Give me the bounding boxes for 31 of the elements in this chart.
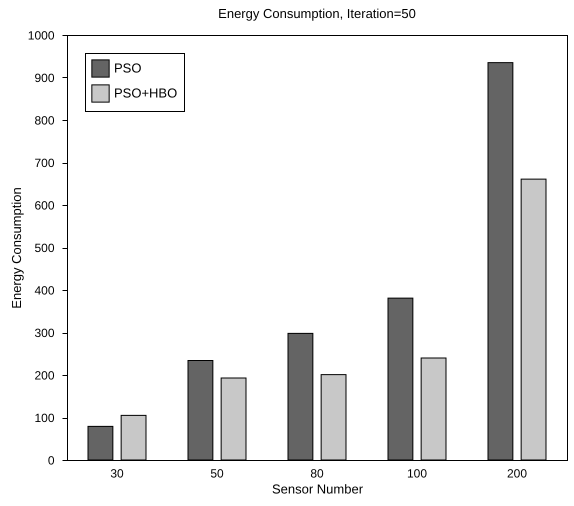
bar	[220, 377, 246, 460]
bar	[420, 358, 446, 460]
x-tick-label: 80	[310, 466, 324, 480]
y-tick-label: 500	[34, 241, 55, 255]
y-tick-label: 600	[34, 198, 55, 212]
bar	[88, 426, 114, 460]
y-tick-label: 700	[34, 156, 55, 170]
bar	[388, 298, 414, 460]
bar	[488, 62, 514, 460]
y-axis-title: Energy Consumption	[8, 187, 24, 309]
x-tick-label: 30	[110, 466, 124, 480]
y-tick-label: 900	[34, 71, 55, 85]
y-tick-label: 200	[34, 368, 55, 382]
bar	[320, 374, 346, 460]
y-tick-label: 800	[34, 114, 55, 128]
y-tick-label: 1000	[28, 28, 55, 42]
chart-title: Energy Consumption, Iteration=50	[218, 6, 416, 21]
y-tick-label: 0	[48, 454, 55, 468]
y-tick-label: 100	[34, 411, 55, 425]
x-tick-label: 50	[210, 466, 224, 480]
y-tick-label: 300	[34, 326, 55, 340]
bar	[188, 360, 214, 460]
x-tick-label: 200	[506, 466, 528, 480]
x-axis-title: Sensor Number	[272, 482, 364, 496]
x-tick-label: 100	[406, 466, 428, 480]
legend-label: PSO	[114, 60, 142, 76]
bar	[120, 414, 146, 460]
bar	[520, 178, 546, 460]
legend-label: PSO+HBO	[114, 86, 178, 100]
y-tick-label: 400	[34, 284, 55, 298]
bar	[288, 332, 314, 460]
